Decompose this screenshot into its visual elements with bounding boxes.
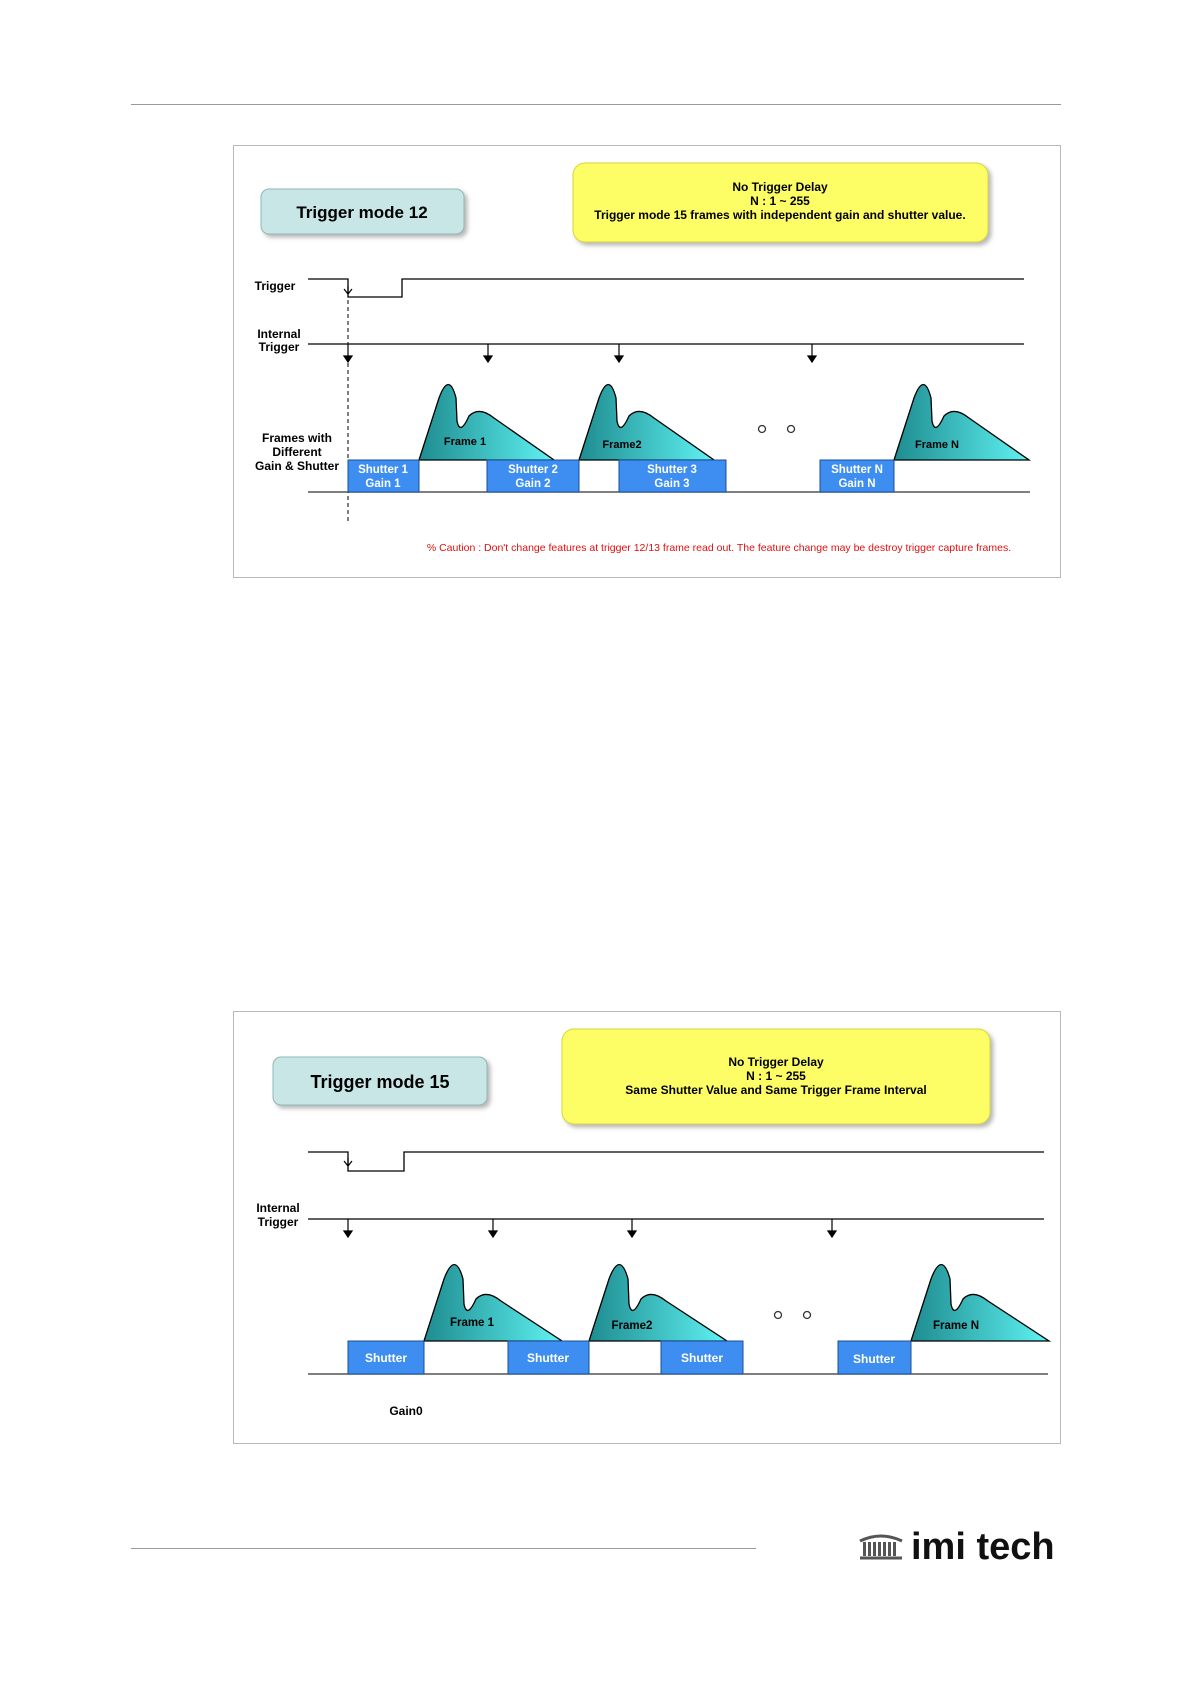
frame-1-shape	[418, 383, 557, 461]
shutter-box-n	[819, 459, 895, 493]
logo-text: imi tech	[911, 1526, 1055, 1568]
info-line-2: N : 1 ~ 255	[746, 1069, 806, 1083]
frame-n-label: Frame N	[933, 1320, 979, 1332]
gain-1-label: Gain 1	[365, 478, 401, 490]
continuation-dot	[802, 1310, 812, 1320]
info-box	[572, 162, 989, 243]
mode-title-box	[272, 1056, 488, 1106]
frame-2-label: Frame2	[612, 1320, 653, 1332]
frame-1-label: Frame 1	[450, 1317, 495, 1329]
frames-label-3: Gain & Shutter	[255, 459, 339, 473]
shutter-3-label: Shutter	[681, 1351, 723, 1365]
frame-n-shape	[910, 1263, 1052, 1342]
shutter-box-n	[837, 1340, 912, 1375]
info-line-1: No Trigger Delay	[732, 180, 828, 194]
shutter-box-2	[486, 459, 580, 493]
frame-2-shape	[578, 383, 717, 461]
info-box	[561, 1028, 991, 1125]
internal-trigger-arrows	[342, 1219, 838, 1239]
shutter-box-1	[347, 1340, 425, 1375]
info-line-3: Same Shutter Value and Same Trigger Fram…	[625, 1083, 926, 1097]
shutter-n-label: Shutter N	[831, 464, 883, 476]
mode-title: Trigger mode 12	[296, 203, 427, 222]
continuation-dot	[773, 1310, 783, 1320]
info-line-3: Trigger mode 15 frames with independent …	[594, 208, 965, 222]
imi-tech-logo: imi tech	[856, 1525, 1066, 1569]
info-line-2: N : 1 ~ 255	[750, 194, 810, 208]
continuation-dot	[757, 424, 767, 434]
internal-label-2: Trigger	[258, 1215, 299, 1229]
gain-n-label: Gain N	[838, 478, 875, 490]
internal-label-1: Internal	[257, 327, 300, 341]
trigger-edge-arrow	[343, 1158, 353, 1167]
shutter-2-label: Shutter 2	[508, 464, 558, 476]
trigger-label: Trigger	[255, 279, 296, 293]
shutter-2-label: Shutter	[527, 1351, 569, 1365]
continuation-dot	[786, 424, 796, 434]
gain-label: Gain0	[389, 1404, 423, 1418]
internal-label-1: Internal	[256, 1201, 299, 1215]
frame-1-label: Frame 1	[444, 436, 486, 448]
footer-rule	[131, 1548, 756, 1549]
caution-note: % Caution : Don't change features at tri…	[427, 542, 1011, 554]
shutter-box-3	[618, 459, 727, 493]
frame-n-shape	[893, 383, 1032, 461]
shutter-1-label: Shutter	[365, 1351, 407, 1365]
shutter-box-1	[347, 459, 420, 493]
frame-2-shape	[588, 1263, 730, 1342]
frame-1-shape	[423, 1263, 565, 1342]
frame-2-label: Frame2	[602, 439, 641, 451]
header-rule	[131, 104, 1061, 105]
logo-mark-icon	[859, 1534, 903, 1560]
trigger-mode-15-diagram: Trigger mode 15 No Trigger Delay N : 1 ~…	[233, 1011, 1061, 1444]
frames-label-2: Different	[272, 445, 321, 459]
shutter-3-label: Shutter 3	[647, 464, 697, 476]
shutter-1-label: Shutter 1	[358, 464, 408, 476]
shutter-n-label: Shutter	[853, 1352, 895, 1366]
frame-n-label: Frame N	[915, 439, 959, 451]
trigger-waveform	[308, 1151, 1044, 1172]
shutter-box-2	[507, 1340, 590, 1375]
frames-label-1: Frames with	[262, 431, 332, 445]
gain-2-label: Gain 2	[515, 478, 550, 490]
mode-title: Trigger mode 15	[310, 1072, 449, 1092]
gain-3-label: Gain 3	[654, 478, 689, 490]
trigger-mode-12-diagram: Trigger mode 12 No Trigger Delay N : 1 ~…	[233, 145, 1061, 578]
mode-title-box	[260, 188, 465, 235]
internal-label-2: Trigger	[259, 340, 300, 354]
trigger-waveform	[308, 278, 1024, 298]
shutter-box-3	[660, 1340, 744, 1375]
info-line-1: No Trigger Delay	[728, 1055, 824, 1069]
internal-trigger-arrows	[342, 344, 818, 364]
